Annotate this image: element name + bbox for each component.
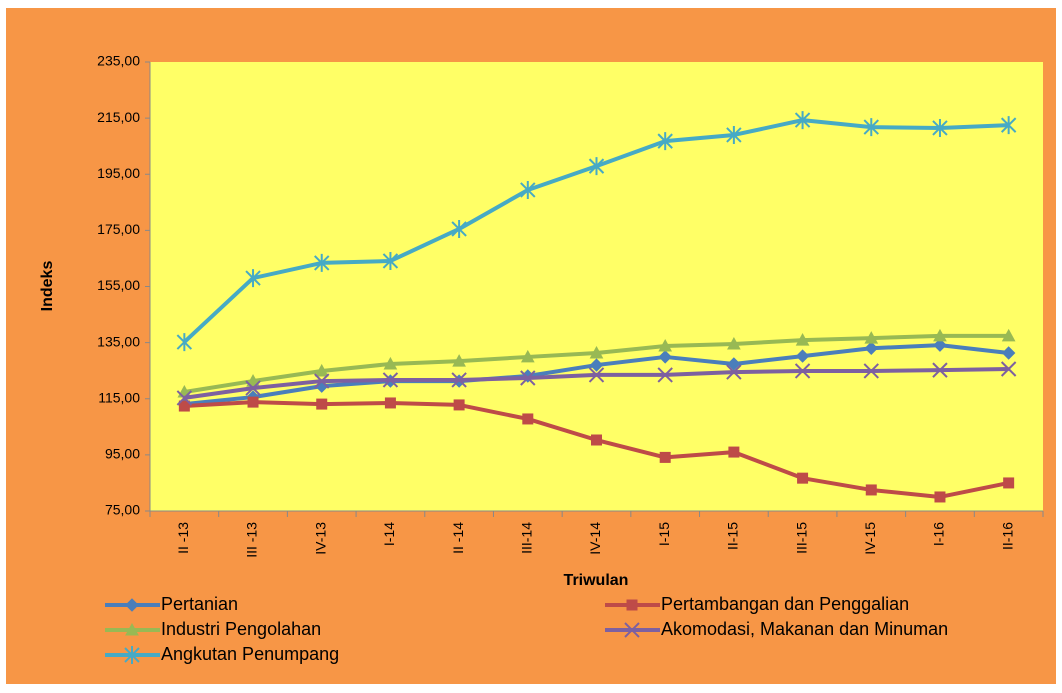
marker — [1003, 477, 1015, 489]
marker — [1001, 346, 1016, 360]
marker — [520, 370, 536, 386]
marker — [659, 451, 671, 463]
y-tick-label: 155,00 — [97, 277, 140, 293]
marker — [865, 484, 877, 496]
marker — [728, 446, 740, 458]
marker — [451, 372, 467, 388]
marker — [726, 125, 742, 144]
marker — [125, 622, 139, 636]
marker — [520, 180, 536, 199]
y-tick-label: 215,00 — [97, 109, 140, 125]
marker — [863, 118, 879, 137]
marker — [316, 398, 328, 410]
marker — [624, 622, 640, 638]
marker — [382, 372, 399, 388]
x-tick-label: III -13 — [244, 522, 260, 558]
marker — [451, 219, 467, 238]
marker — [453, 399, 465, 411]
marker — [589, 358, 604, 372]
marker — [520, 349, 535, 363]
marker — [124, 646, 140, 664]
x-tick-label: IV-13 — [312, 522, 328, 555]
x-tick-label: III-15 — [793, 522, 809, 554]
x-tick-label: II -13 — [175, 522, 191, 554]
marker — [591, 434, 602, 446]
x-axis-label: Triwulan — [564, 572, 629, 589]
marker — [588, 157, 605, 176]
marker — [245, 380, 261, 396]
y-tick-label: 75,00 — [105, 502, 140, 518]
marker — [452, 354, 466, 367]
y-tick-label: 175,00 — [97, 221, 140, 237]
marker — [1000, 116, 1017, 135]
marker — [933, 328, 947, 342]
marker — [726, 364, 742, 380]
marker — [657, 132, 673, 151]
marker — [522, 413, 534, 425]
legend-label: Industri Pengolahan — [161, 619, 321, 639]
marker — [934, 491, 946, 503]
marker — [246, 374, 260, 387]
x-tick-label: I-16 — [931, 522, 947, 546]
marker — [314, 363, 329, 377]
marker — [657, 367, 673, 383]
marker — [176, 333, 193, 352]
marker — [794, 363, 811, 379]
y-tick-label: 235,00 — [97, 53, 140, 69]
marker — [589, 345, 604, 359]
marker — [727, 336, 741, 350]
marker — [795, 333, 810, 346]
marker — [245, 269, 261, 288]
x-tick-label: I-14 — [381, 522, 397, 546]
marker — [932, 362, 948, 378]
marker — [1000, 361, 1017, 377]
marker — [588, 367, 605, 383]
x-tick-label: II-16 — [999, 522, 1015, 550]
marker — [176, 390, 193, 406]
x-tick-label: II-15 — [725, 522, 741, 550]
legend-label: Pertambangan dan Penggalian — [661, 594, 909, 614]
y-tick-label: 115,00 — [98, 389, 140, 405]
marker — [384, 397, 396, 409]
marker — [247, 396, 259, 408]
y-tick-label: 95,00 — [105, 446, 140, 462]
marker — [383, 356, 398, 370]
x-tick-label: III-14 — [519, 522, 535, 554]
x-tick-label: II -14 — [450, 522, 466, 554]
y-axis-label: Indeks — [39, 261, 56, 312]
marker — [863, 363, 879, 379]
x-tick-label: IV-14 — [587, 522, 603, 555]
marker — [626, 599, 638, 611]
marker — [314, 253, 330, 272]
marker — [727, 357, 741, 371]
marker — [794, 111, 811, 130]
marker — [658, 350, 672, 364]
marker — [932, 118, 948, 137]
marker — [1001, 328, 1016, 342]
marker — [125, 598, 139, 612]
y-tick-label: 135,00 — [97, 333, 140, 349]
legend-label: Angkutan Penumpang — [161, 644, 339, 664]
marker — [178, 400, 190, 412]
marker — [658, 338, 673, 352]
marker — [933, 338, 947, 352]
marker — [864, 341, 878, 355]
marker — [382, 251, 399, 270]
marker — [314, 373, 330, 389]
legend-label: Akomodasi, Makanan dan Minuman — [661, 619, 948, 639]
marker — [795, 349, 810, 363]
marker — [797, 472, 809, 484]
marker — [864, 331, 879, 344]
legend-label: Pertanian — [161, 594, 238, 614]
x-tick-label: I-15 — [656, 522, 672, 546]
y-tick-label: 195,00 — [97, 165, 140, 181]
x-tick-label: IV-15 — [862, 522, 878, 555]
